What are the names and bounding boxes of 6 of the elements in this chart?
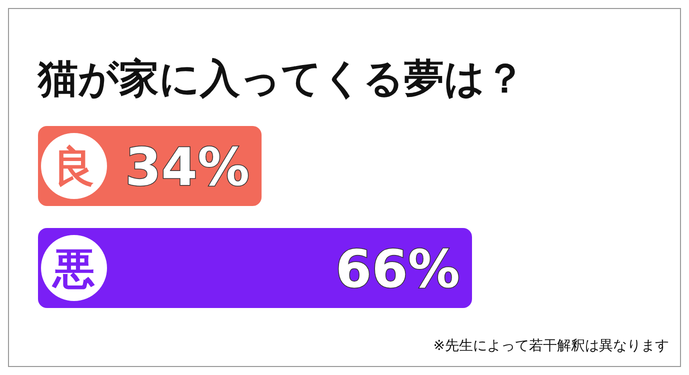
y-tick-label: 良 bbox=[53, 142, 95, 191]
text: ※先生によって若干解釈は異なります bbox=[433, 338, 669, 354]
data-label: 66% bbox=[336, 240, 460, 300]
y-tick-label: 悪 bbox=[51, 244, 95, 293]
chart-title: 猫が家に入ってくる夢は？ bbox=[37, 56, 525, 102]
data-label: 34% bbox=[125, 138, 250, 198]
